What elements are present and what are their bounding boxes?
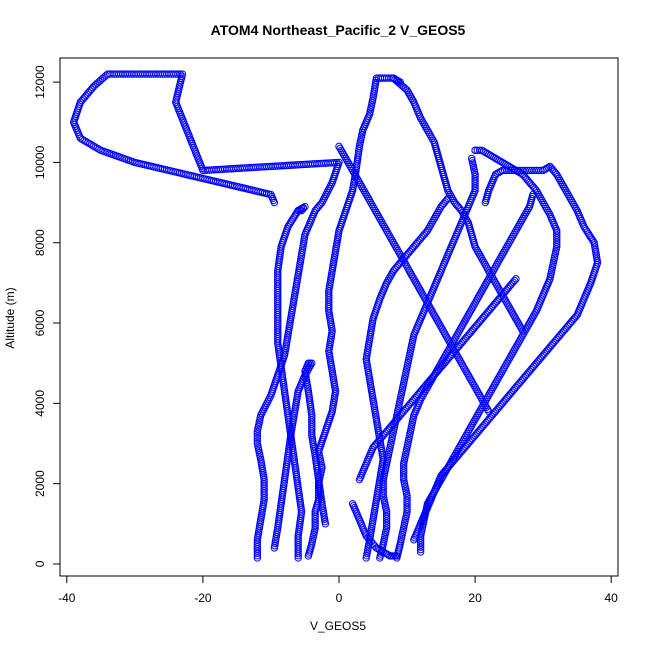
series-13 — [348, 500, 401, 560]
data-point — [384, 551, 393, 559]
data-point — [471, 173, 479, 181]
y-tick-label: 0 — [33, 560, 47, 567]
data-point — [572, 312, 580, 321]
data-point — [316, 200, 325, 208]
data-point — [399, 462, 408, 470]
data-point — [253, 439, 262, 448]
data-point — [91, 143, 99, 151]
data-point — [253, 432, 262, 440]
series-5 — [389, 74, 527, 335]
data-point — [399, 464, 408, 472]
series-1 — [69, 70, 343, 562]
y-tick-label: 8000 — [33, 229, 47, 256]
data-point — [581, 224, 589, 233]
series-3 — [270, 359, 330, 552]
series-4 — [304, 74, 404, 560]
data-point — [253, 434, 262, 443]
data-point — [379, 478, 387, 486]
data-point — [379, 480, 387, 488]
data-point — [95, 145, 103, 153]
y-tick-label: 6000 — [33, 309, 47, 336]
x-tick-label: 40 — [605, 591, 619, 605]
data-point — [471, 175, 479, 183]
data-point — [467, 154, 476, 163]
data-point — [87, 141, 96, 149]
data-point — [85, 140, 94, 148]
data-point — [382, 512, 391, 521]
data-point — [93, 144, 101, 152]
x-tick-label: 20 — [468, 591, 482, 605]
data-point — [442, 196, 451, 204]
data-point — [471, 146, 479, 155]
data-point — [270, 198, 279, 207]
data-point — [512, 275, 520, 283]
data-point — [382, 510, 391, 518]
chart-title: ATOM4 Northeast_Pacific_2 V_GEOS5 — [211, 22, 466, 38]
series-6 — [335, 142, 493, 416]
data-point — [314, 484, 323, 492]
y-axis-label: Altitude (m) — [3, 287, 17, 348]
data-point — [444, 194, 452, 203]
y-tick-label: 2000 — [33, 470, 47, 497]
data-point — [106, 70, 114, 78]
series-12 — [355, 275, 520, 484]
series-9 — [393, 190, 537, 562]
data-point — [82, 137, 90, 146]
data-point — [76, 134, 85, 143]
x-tick-label: 0 — [336, 591, 343, 605]
y-axis: 0 2000 4000 6000 8000 10000 12000 — [33, 65, 60, 567]
data-point — [473, 146, 482, 155]
data-point — [321, 520, 330, 528]
data-point — [403, 494, 411, 502]
y-tick-label: 12000 — [33, 65, 47, 99]
data-point — [78, 135, 86, 144]
data-point — [393, 552, 401, 560]
data-point — [80, 136, 88, 145]
x-axis: -40 -20 0 20 40 — [58, 576, 618, 605]
data-point — [253, 437, 262, 445]
data-point — [294, 206, 302, 215]
x-axis-label: V_GEOS5 — [310, 619, 366, 633]
data-point — [84, 138, 92, 147]
x-tick-label: -40 — [58, 591, 76, 605]
data-points — [69, 70, 602, 562]
x-tick-label: -20 — [194, 591, 212, 605]
y-tick-label: 4000 — [33, 390, 47, 417]
data-point — [89, 142, 98, 150]
data-point — [510, 276, 519, 285]
data-point — [403, 496, 411, 504]
data-point — [475, 146, 484, 155]
data-point — [253, 430, 262, 438]
data-point — [203, 166, 211, 174]
series-8 — [376, 154, 479, 562]
data-point — [481, 198, 490, 207]
series-11 — [410, 162, 602, 544]
y-tick-label: 10000 — [33, 145, 47, 179]
data-point — [314, 482, 323, 490]
